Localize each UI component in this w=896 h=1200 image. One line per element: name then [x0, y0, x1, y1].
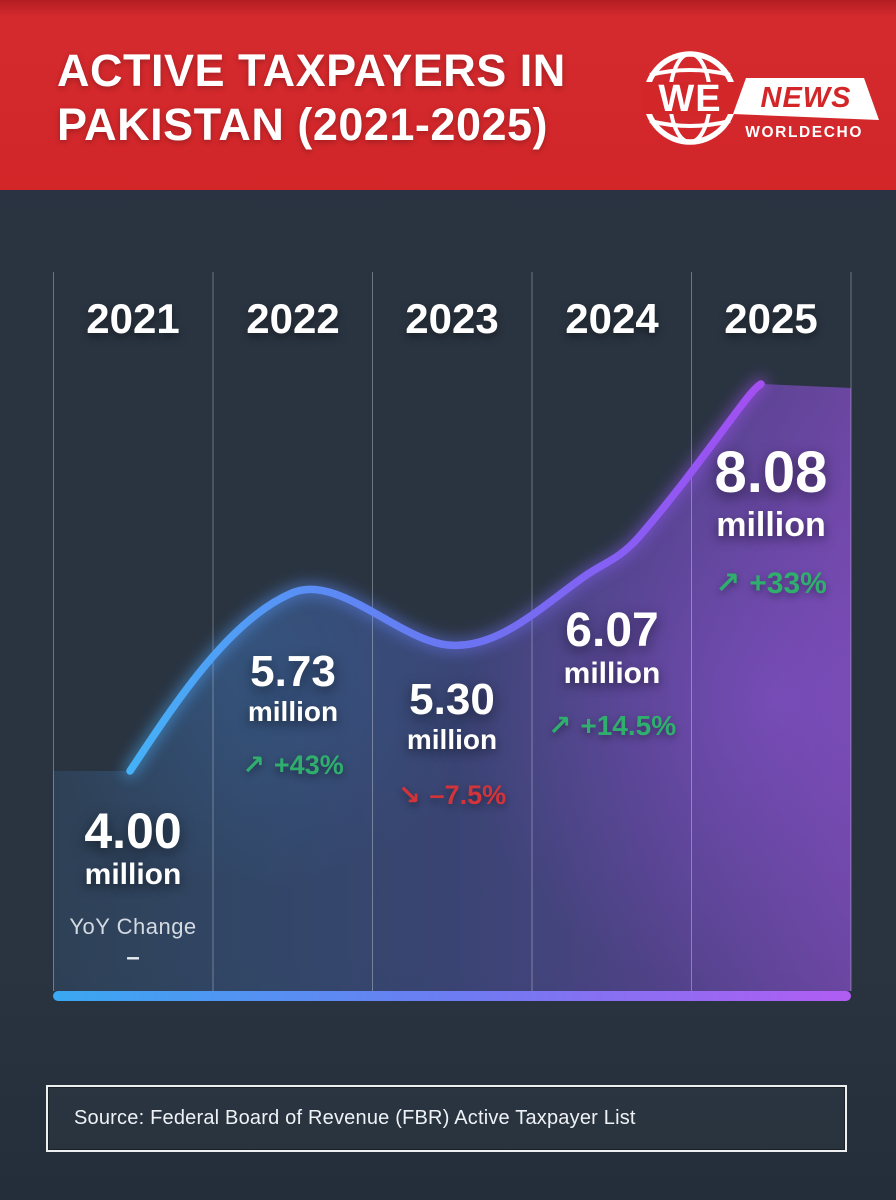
unit-label: million	[406, 724, 498, 755]
datapoint-2022: 5.73 million ↗ +43%	[211, 647, 375, 782]
year-label-2023: 2023	[405, 295, 499, 342]
page-title-line2: PAKISTAN (2021-2025)	[57, 98, 549, 150]
header-banner: ACTIVE TAXPAYERS IN PAKISTAN (2021-2025)…	[0, 0, 896, 190]
trend-up-icon: ↗	[715, 566, 741, 601]
value-2021: 4.00	[84, 803, 182, 859]
year-label-2024: 2024	[565, 295, 659, 342]
unit-label: million	[247, 696, 339, 727]
trend-up-icon: ↗	[242, 750, 265, 781]
unit-label: million	[563, 657, 661, 690]
year-label-2025: 2025	[724, 295, 818, 342]
yoy-change-value: +33%	[749, 566, 827, 600]
yoy-change-2021: –	[126, 944, 140, 971]
yoy-change-value: –7.5%	[429, 780, 507, 810]
yoy-change-value: +14.5%	[580, 709, 677, 741]
value-2022: 5.73	[250, 647, 336, 696]
source-text: Source: Federal Board of Revenue (FBR) A…	[74, 1107, 636, 1129]
yoy-change-value: +43%	[273, 750, 344, 780]
year-label-2021: 2021	[86, 295, 180, 342]
yoy-change-2023: ↘ –7.5%	[370, 780, 534, 811]
logo-monogram: WE	[658, 78, 721, 120]
value-2023: 5.30	[409, 675, 495, 724]
yoy-change-caption: YoY Change	[69, 914, 197, 939]
datapoint-2025: 8.08 million ↗ +33%	[689, 440, 853, 602]
trend-up-icon: ↗	[547, 709, 572, 742]
source-box: Source: Federal Board of Revenue (FBR) A…	[46, 1085, 847, 1152]
logo-news-label: NEWS	[761, 82, 852, 114]
datapoint-2021: 4.00 million YoY Change –	[51, 806, 215, 970]
column-dividers	[53, 272, 852, 991]
page-title-line1: ACTIVE TAXPAYERS IN	[57, 45, 566, 96]
yoy-change-2022: ↗ +43%	[211, 750, 375, 781]
value-2025: 8.08	[714, 440, 828, 505]
wenews-logo: WE NEWS WORLDECHO	[641, 51, 879, 145]
news-flag	[733, 78, 879, 120]
datapoint-2023: 5.30 million ↘ –7.5%	[370, 675, 534, 812]
year-label-2022: 2022	[246, 295, 340, 342]
trend-line	[126, 380, 765, 775]
yoy-change-2025: ↗ +33%	[689, 566, 853, 601]
logo-wordmark: WORLDECHO	[745, 124, 863, 141]
value-2024: 6.07	[565, 604, 659, 657]
page-title: ACTIVE TAXPAYERS IN PAKISTAN (2021-2025)	[57, 44, 566, 151]
datapoint-2024: 6.07 million ↗ +14.5%	[530, 604, 694, 743]
trend-down-icon: ↘	[397, 780, 421, 811]
globe-icon: WE	[641, 51, 739, 145]
yoy-change-2024: ↗ +14.5%	[530, 709, 694, 742]
unit-label: million	[84, 858, 182, 891]
unit-label: million	[716, 506, 826, 544]
